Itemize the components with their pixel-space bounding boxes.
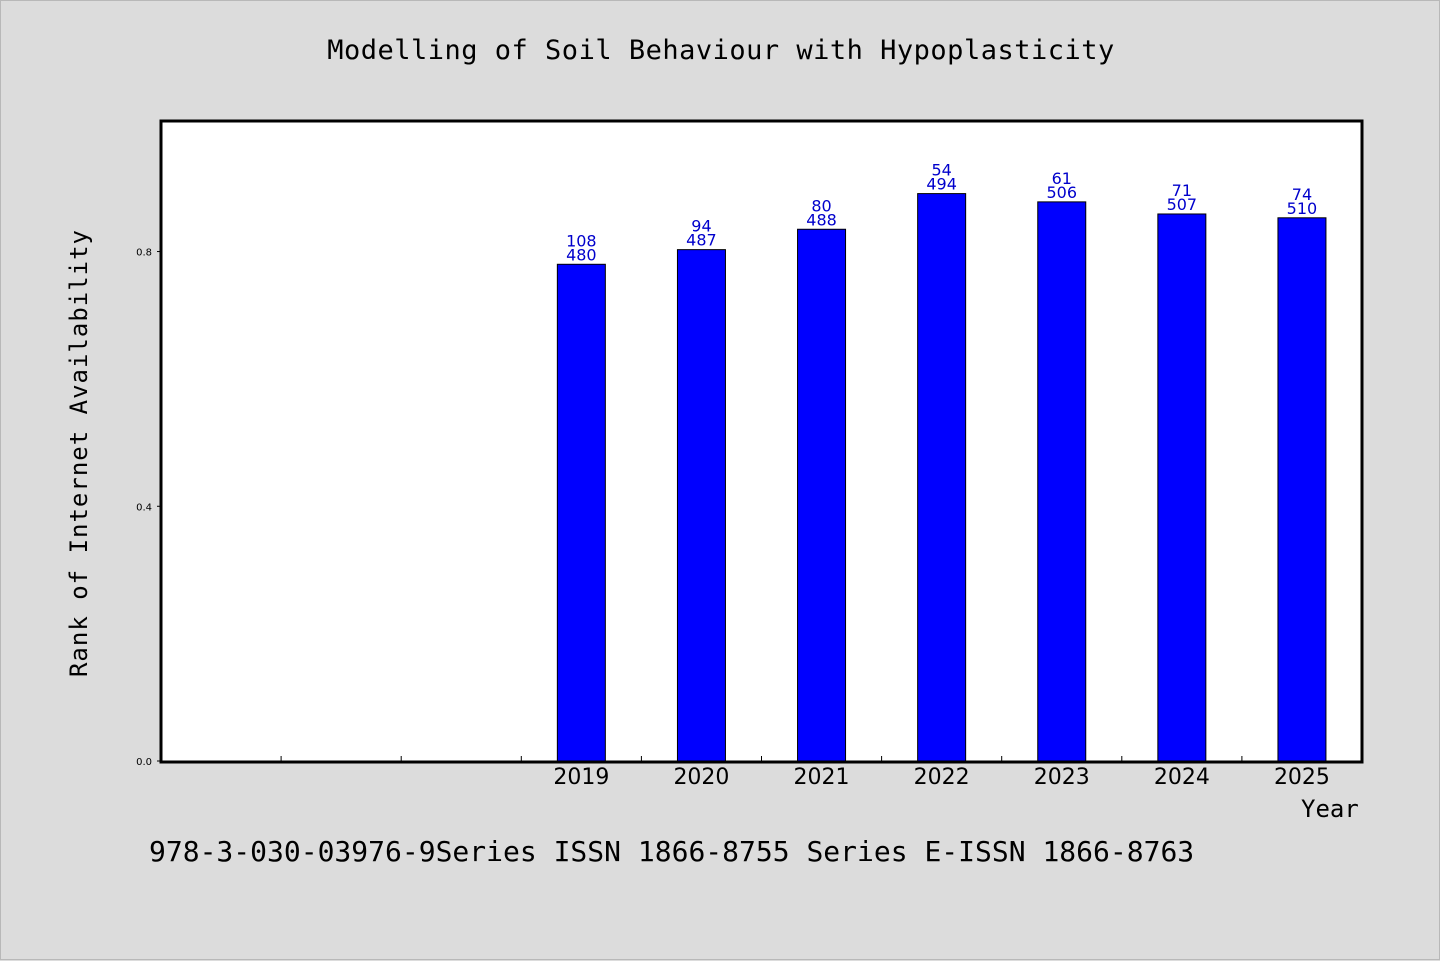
x-tick-label: 2023 [1034, 765, 1090, 790]
bar-data-label: 94 [691, 217, 711, 236]
bar-data-label: 488 [806, 210, 837, 229]
bar [797, 228, 847, 762]
bar-data-label: 506 [1046, 183, 1077, 202]
bar-data-label: 74 [1292, 185, 1312, 204]
y-axis: 0.0 0.4 0.8 [136, 248, 161, 768]
bar [917, 193, 967, 762]
chart-title: Modelling of Soil Behaviour with Hypopla… [327, 35, 1115, 66]
bar-data-label: 108 [566, 231, 597, 250]
bar-data-label: 507 [1167, 195, 1198, 214]
bar-data-label: 80 [811, 196, 831, 215]
x-tick-label: 2025 [1274, 765, 1330, 790]
y-tick-label: 0.8 [136, 248, 152, 259]
footer-note: 978-3-030-03976-9Series ISSN 1866-8755 S… [149, 835, 1195, 868]
bar [556, 263, 606, 762]
bar [1037, 201, 1087, 762]
bar-data-label: 494 [926, 175, 957, 194]
bar-data-label: 510 [1287, 199, 1318, 218]
y-tick-label: 0.4 [136, 502, 152, 513]
bar-data-label: 487 [686, 231, 717, 250]
x-tick-label: 2019 [553, 765, 609, 790]
bar [1157, 213, 1207, 762]
bar-data-label: 61 [1052, 169, 1072, 188]
x-tick-label: 2021 [794, 765, 850, 790]
bar-data-label: 71 [1172, 181, 1192, 200]
x-tick-label: 2022 [914, 765, 970, 790]
y-axis-label: Rank of Internet Availability [65, 228, 93, 678]
bars-layer [556, 193, 1327, 762]
bar [676, 249, 726, 762]
x-axis: 2019 2020 2021 2022 2023 2024 2025 [280, 756, 1330, 790]
bar-data-label: 480 [566, 245, 597, 264]
x-tick-label: 2024 [1154, 765, 1210, 790]
y-tick-label: 0.0 [136, 757, 152, 768]
x-tick-label: 2020 [673, 765, 729, 790]
bar-data-label: 54 [931, 161, 951, 180]
x-axis-label: Year [1301, 795, 1359, 823]
bar [1277, 217, 1327, 762]
